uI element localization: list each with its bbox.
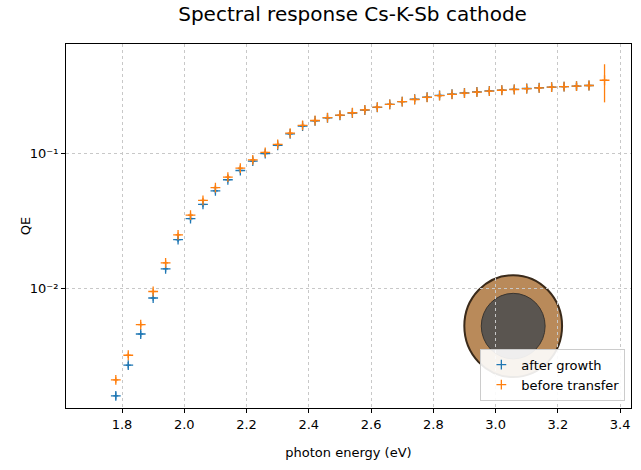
svg-text:2.0: 2.0	[174, 417, 195, 432]
svg-text:2.6: 2.6	[361, 417, 382, 432]
svg-text:Spectral response Cs-K-Sb cath: Spectral response Cs-K-Sb cathode	[178, 2, 527, 26]
svg-text:photon energy (eV): photon energy (eV)	[285, 445, 411, 460]
svg-text:10⁻¹: 10⁻¹	[30, 146, 59, 161]
svg-text:after growth: after growth	[521, 358, 601, 373]
svg-text:before transfer: before transfer	[521, 378, 619, 393]
svg-text:10⁻²: 10⁻²	[30, 281, 59, 296]
svg-text:2.4: 2.4	[298, 417, 319, 432]
svg-text:1.8: 1.8	[112, 417, 133, 432]
svg-text:3.0: 3.0	[485, 417, 506, 432]
svg-text:2.2: 2.2	[236, 417, 257, 432]
svg-text:2.8: 2.8	[423, 417, 444, 432]
svg-text:QE: QE	[18, 217, 33, 235]
svg-text:3.2: 3.2	[548, 417, 569, 432]
svg-text:3.4: 3.4	[610, 417, 631, 432]
